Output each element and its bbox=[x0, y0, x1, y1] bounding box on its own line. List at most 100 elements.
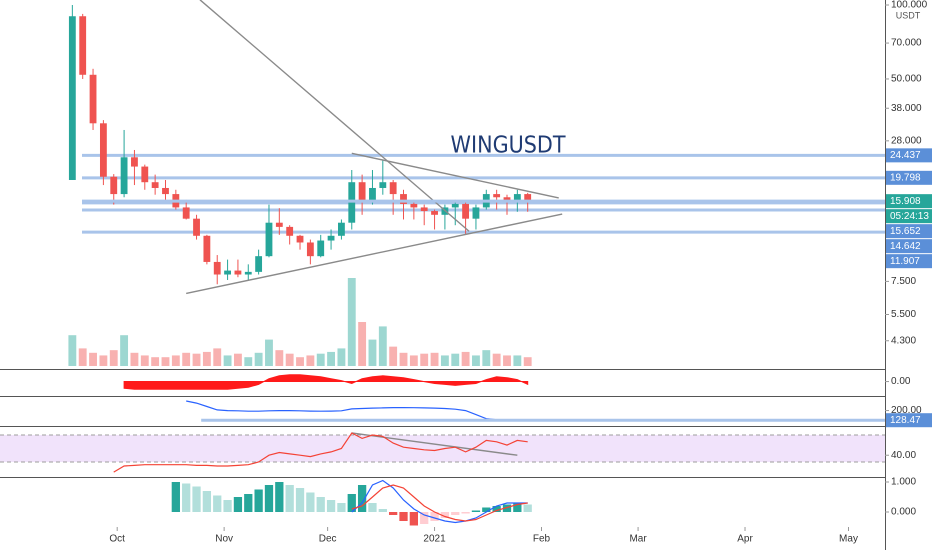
histogram-bar bbox=[326, 500, 336, 512]
trend-line bbox=[351, 432, 518, 456]
candle-body bbox=[327, 235, 335, 241]
candle-body bbox=[131, 157, 138, 167]
volume-bar bbox=[482, 350, 491, 366]
volume-bar bbox=[285, 353, 294, 366]
histogram-bar bbox=[264, 485, 274, 512]
price-badge-label: 11.907 bbox=[890, 256, 920, 267]
histogram-bar bbox=[316, 497, 325, 512]
histogram-bar bbox=[202, 491, 212, 512]
y-tick-label: 1.000 bbox=[891, 477, 916, 488]
histogram-bar bbox=[378, 509, 387, 512]
candle-body bbox=[162, 187, 169, 195]
volume-bar bbox=[409, 355, 418, 366]
candle-body bbox=[141, 166, 149, 183]
volume-bar bbox=[327, 351, 335, 366]
volume-bar bbox=[233, 353, 242, 366]
volume-bar bbox=[99, 355, 108, 366]
volume-bar bbox=[306, 355, 315, 366]
indicator-badge-label: 128.47 bbox=[890, 415, 921, 426]
histogram-bar bbox=[306, 492, 315, 512]
candle-body bbox=[400, 194, 407, 204]
volume-bar bbox=[451, 353, 460, 366]
trend-line bbox=[199, 0, 470, 232]
volume-bar bbox=[244, 357, 253, 366]
price-badge-label: 24.437 bbox=[890, 150, 921, 161]
volume-bar bbox=[213, 348, 222, 366]
candle-body bbox=[99, 123, 107, 177]
y-tick-label: 28.000 bbox=[891, 135, 922, 146]
y-tick-label: 4.300 bbox=[891, 335, 916, 346]
indicator-badge bbox=[886, 413, 932, 428]
candle-body bbox=[213, 261, 221, 275]
y-tick-label: 5.500 bbox=[891, 309, 916, 320]
y-tick-label: 50.000 bbox=[891, 74, 922, 85]
candle-body bbox=[524, 194, 532, 202]
oscillator-line bbox=[351, 479, 528, 524]
candle-body bbox=[296, 235, 304, 243]
indicator-line bbox=[113, 432, 528, 473]
candle-body bbox=[389, 182, 397, 195]
histogram-bar bbox=[368, 503, 377, 512]
volume-bar bbox=[171, 355, 180, 366]
volume-bar bbox=[347, 278, 356, 366]
candle-body bbox=[89, 74, 97, 124]
volume-bar bbox=[378, 326, 387, 366]
histogram-bar bbox=[244, 494, 253, 512]
volume-bar bbox=[503, 355, 511, 366]
candle-body bbox=[317, 240, 325, 257]
histogram-bar bbox=[357, 485, 367, 512]
histogram-bar bbox=[213, 495, 222, 512]
histogram-bar bbox=[482, 507, 491, 512]
histogram-bar bbox=[409, 512, 418, 526]
volume-bar bbox=[192, 353, 201, 366]
price-badge-label: 15.908 bbox=[890, 196, 921, 207]
volume-bar bbox=[151, 357, 160, 366]
volume-bar bbox=[223, 355, 232, 366]
price-badge bbox=[886, 254, 932, 269]
y-tick-label: 200.00 bbox=[891, 405, 922, 416]
price-badge-label: 19.798 bbox=[890, 172, 921, 183]
candle-body bbox=[151, 182, 159, 188]
x-tick-label: 2021 bbox=[423, 534, 446, 545]
price-badge bbox=[886, 148, 932, 163]
histogram-bar bbox=[461, 512, 470, 514]
y-tick-label: 40.00 bbox=[891, 450, 916, 461]
price-badge-label: 14.642 bbox=[890, 241, 921, 252]
candle-body bbox=[79, 16, 87, 75]
volume-bar bbox=[78, 348, 87, 366]
volume-bar bbox=[389, 346, 398, 366]
indicator-area bbox=[123, 374, 529, 390]
volume-bar bbox=[109, 350, 118, 366]
volume-bar bbox=[492, 353, 501, 366]
volume-bar bbox=[275, 350, 284, 366]
volume-bar bbox=[461, 351, 470, 366]
histogram-bar bbox=[295, 488, 305, 512]
countdown-badge bbox=[886, 209, 932, 224]
volume-bar bbox=[182, 352, 191, 366]
currency-label: USDT bbox=[896, 10, 921, 20]
candle-body bbox=[265, 222, 273, 257]
candle-body bbox=[431, 211, 438, 215]
price-badge bbox=[886, 224, 932, 239]
candle-body bbox=[255, 256, 263, 272]
candle-body bbox=[244, 271, 252, 275]
histogram-bar bbox=[523, 504, 532, 512]
histogram-bar bbox=[502, 504, 512, 512]
candle-body bbox=[513, 194, 521, 201]
candle-body bbox=[110, 176, 118, 195]
oscillator-line bbox=[351, 484, 528, 522]
histogram-bar bbox=[492, 506, 501, 512]
histogram-bar bbox=[223, 500, 232, 512]
histogram-bar bbox=[182, 483, 191, 512]
candle-body bbox=[182, 207, 190, 219]
candle-body bbox=[503, 197, 511, 201]
histogram-bar bbox=[420, 512, 429, 524]
candle-body bbox=[193, 218, 200, 236]
candle-body bbox=[286, 226, 294, 236]
histogram-bar bbox=[440, 512, 450, 518]
candle-body bbox=[234, 270, 242, 275]
volume-bar bbox=[523, 357, 532, 366]
candle-body bbox=[120, 157, 128, 195]
candle-body bbox=[275, 222, 283, 227]
